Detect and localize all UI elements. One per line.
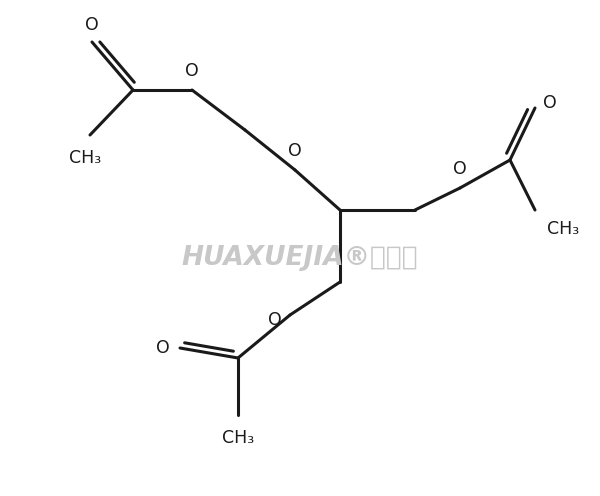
Text: O: O bbox=[453, 160, 467, 178]
Text: O: O bbox=[185, 62, 199, 80]
Text: O: O bbox=[268, 311, 282, 329]
Text: CH₃: CH₃ bbox=[547, 220, 579, 238]
Text: CH₃: CH₃ bbox=[69, 149, 101, 167]
Text: O: O bbox=[156, 339, 170, 357]
Text: O: O bbox=[543, 94, 557, 112]
Text: O: O bbox=[85, 16, 99, 34]
Text: CH₃: CH₃ bbox=[222, 429, 254, 447]
Text: O: O bbox=[288, 142, 302, 160]
Text: HUAXUEJIA®化学加: HUAXUEJIA®化学加 bbox=[182, 245, 418, 271]
